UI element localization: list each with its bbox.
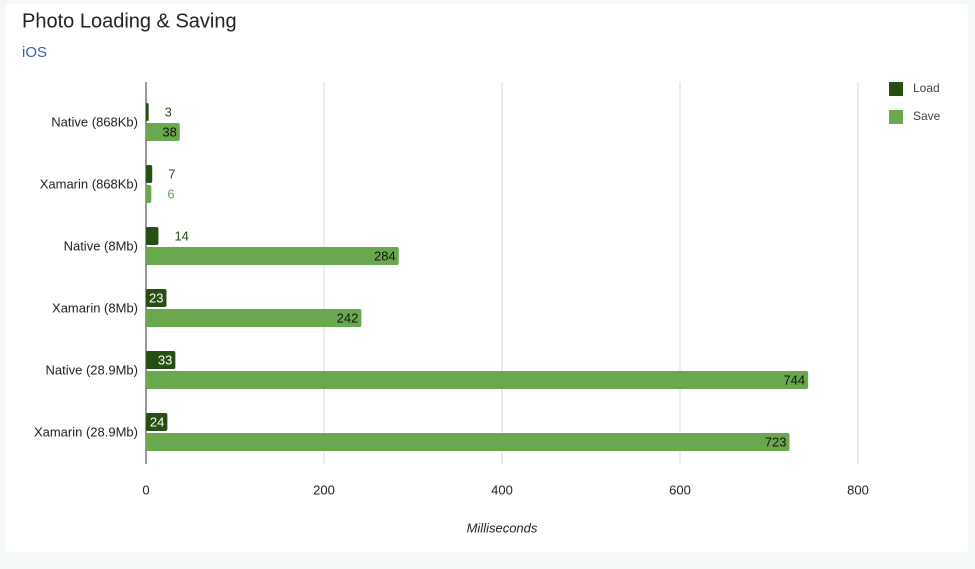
- x-tick-label: 800: [847, 482, 869, 497]
- x-axis-title: Milliseconds: [467, 520, 538, 535]
- chart-title: Photo Loading & Saving: [22, 10, 237, 32]
- y-tick-label: Xamarin (28.9Mb): [34, 424, 138, 439]
- x-tick-label: 0: [142, 482, 149, 497]
- data-label: 7: [168, 166, 175, 181]
- data-label: 6: [167, 186, 174, 201]
- bar: [146, 103, 149, 121]
- legend-swatch: [889, 82, 903, 96]
- y-tick-label: Native (868Kb): [51, 114, 138, 129]
- legend-swatch: [889, 110, 903, 124]
- bar: [146, 165, 153, 183]
- y-tick-label: Xamarin (8Mb): [52, 300, 138, 315]
- bar: [146, 309, 362, 327]
- bar: [146, 289, 167, 307]
- y-tick-label: Native (28.9Mb): [46, 362, 138, 377]
- bar: [146, 185, 152, 203]
- legend-label: Save: [913, 109, 941, 123]
- data-label: 284: [374, 248, 396, 263]
- bar: [146, 413, 168, 431]
- x-tick-label: 200: [313, 482, 335, 497]
- x-tick-label: 600: [669, 482, 691, 497]
- bar: [146, 371, 809, 389]
- data-label: 3: [165, 104, 172, 119]
- x-tick-label: 400: [491, 482, 513, 497]
- bar: [146, 433, 790, 451]
- bar: [146, 247, 399, 265]
- data-label: 723: [765, 434, 787, 449]
- y-tick-label: Native (8Mb): [64, 238, 138, 253]
- data-label: 38: [162, 124, 176, 139]
- legend-label: Load: [913, 81, 940, 95]
- chart-subtitle: iOS: [22, 44, 47, 61]
- data-label: 33: [158, 352, 172, 367]
- bar: [146, 123, 180, 141]
- data-label: 23: [149, 290, 163, 305]
- data-label: 744: [783, 372, 805, 387]
- bar: [146, 227, 159, 245]
- chart-background: [6, 4, 968, 552]
- data-label: 24: [150, 414, 164, 429]
- bar: [146, 351, 176, 369]
- y-tick-label: Xamarin (868Kb): [40, 176, 138, 191]
- data-label: 242: [337, 310, 359, 325]
- data-label: 14: [174, 228, 188, 243]
